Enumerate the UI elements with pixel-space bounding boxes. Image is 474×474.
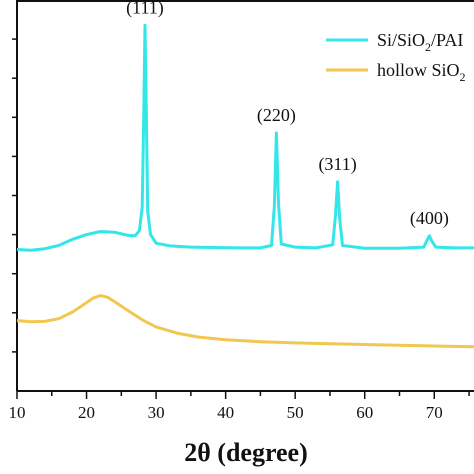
legend: Si/SiO2/PAI hollow SiO2 xyxy=(326,30,466,84)
x-tick-label: 30 xyxy=(148,403,165,422)
x-tick-marks xyxy=(16,391,470,399)
y-tick-marks xyxy=(12,38,17,353)
x-tick-label: 40 xyxy=(217,403,234,422)
legend-label-si-sio2-pai: Si/SiO2/PAI xyxy=(377,30,463,54)
peak-label: (220) xyxy=(257,105,296,126)
series-line-0 xyxy=(16,23,474,252)
peak-labels: (111) (220) (311) (400) xyxy=(126,0,449,229)
x-tick-label: 20 xyxy=(78,403,95,422)
peak-label: (311) xyxy=(318,154,356,175)
x-tick-label: 70 xyxy=(426,403,443,422)
x-tick-labels: 10 20 30 40 50 60 70 xyxy=(9,403,443,422)
x-tick-label: 50 xyxy=(287,403,304,422)
series-line-1 xyxy=(16,294,474,349)
series-group xyxy=(16,23,474,349)
peak-label: (111) xyxy=(126,0,164,18)
x-axis-title: 2θ (degree) xyxy=(184,438,308,467)
x-tick-label: 10 xyxy=(9,403,26,422)
x-tick-label: 60 xyxy=(356,403,373,422)
legend-label-hollow-sio2: hollow SiO2 xyxy=(377,60,466,84)
peak-label: (400) xyxy=(410,208,449,229)
